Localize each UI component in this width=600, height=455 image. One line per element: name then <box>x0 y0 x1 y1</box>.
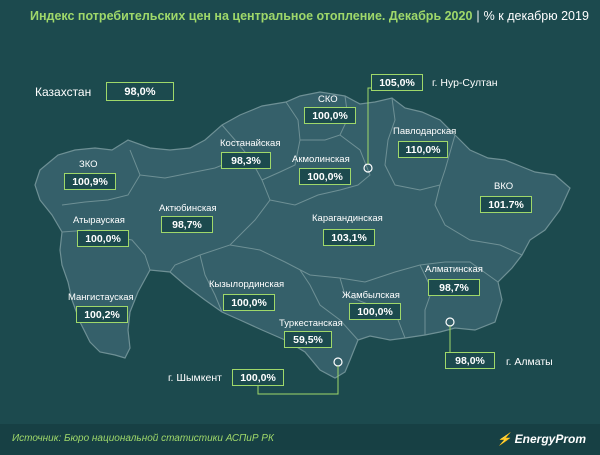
footer: Источник: Бюро национальной статистики А… <box>0 424 600 455</box>
shymkent-leader <box>257 366 339 395</box>
city-label-nur-sultan: г. Нур-Султан <box>432 77 498 89</box>
region-value-turkestan: 59,5% <box>284 331 332 348</box>
region-label-mangistau: Мангистауская <box>68 292 134 303</box>
region-label-sko: СКО <box>318 94 338 105</box>
city-label-shymkent: г. Шымкент <box>168 372 222 384</box>
kazakhstan-outline <box>34 91 571 379</box>
title-main: Индекс потребительских цен на центрально… <box>30 9 473 23</box>
region-label-karaganda: Карагандинская <box>312 213 383 224</box>
region-value-vko: 101.7% <box>480 196 532 213</box>
title-subtitle: % к декабрю 2019 <box>483 9 589 23</box>
city-value-almaty: 98,0% <box>445 352 495 369</box>
region-label-zko: ЗКО <box>79 159 98 170</box>
region-label-vko: ВКО <box>494 181 514 192</box>
chart-title: Индекс потребительских цен на центрально… <box>30 9 589 23</box>
source-note: Источник: Бюро национальной статистики А… <box>12 433 274 444</box>
region-label-zhambyl: Жамбылская <box>342 290 400 301</box>
region-label-atyrau: Атырауская <box>73 215 125 226</box>
title-separator: | <box>476 9 480 23</box>
region-value-aktobe: 98,7% <box>161 216 213 233</box>
region-value-akmola: 100,0% <box>299 168 351 185</box>
region-label-aktobe: Актюбинская <box>159 203 217 214</box>
energy-bolt-icon: ⚡ <box>496 432 512 446</box>
region-label-pavlodar: Павлодарская <box>393 126 457 137</box>
region-label-akmola: Акмолинская <box>292 154 350 165</box>
country-value: 98,0% <box>106 82 174 101</box>
region-value-zhambyl: 100,0% <box>349 303 401 320</box>
region-label-kostanay: Костанайская <box>220 138 281 149</box>
region-value-atyrau: 100,0% <box>77 230 129 247</box>
region-value-karaganda: 103,1% <box>323 229 375 246</box>
brand-name: EnergyProm <box>514 432 586 446</box>
country-name: Казахстан <box>35 85 92 99</box>
region-label-almaty-region: Алматинская <box>425 264 483 275</box>
region-value-mangistau: 100,2% <box>76 306 128 323</box>
region-value-almaty-region: 98,7% <box>428 279 480 296</box>
region-value-zko: 100,9% <box>64 173 116 190</box>
region-value-kyzylorda: 100,0% <box>223 294 275 311</box>
city-value-nur-sultan: 105,0% <box>371 74 423 91</box>
region-label-turkestan: Туркестанская <box>279 318 343 329</box>
region-label-kyzylorda: Кызылординская <box>209 279 285 290</box>
city-label-almaty: г. Алматы <box>506 356 553 368</box>
region-value-pavlodar: 110,0% <box>398 141 448 158</box>
city-value-shymkent: 100,0% <box>232 369 284 386</box>
brand-logo: ⚡ EnergyProm <box>497 432 586 446</box>
region-value-sko: 100,0% <box>304 107 356 124</box>
region-value-kostanay: 98,3% <box>221 152 271 169</box>
